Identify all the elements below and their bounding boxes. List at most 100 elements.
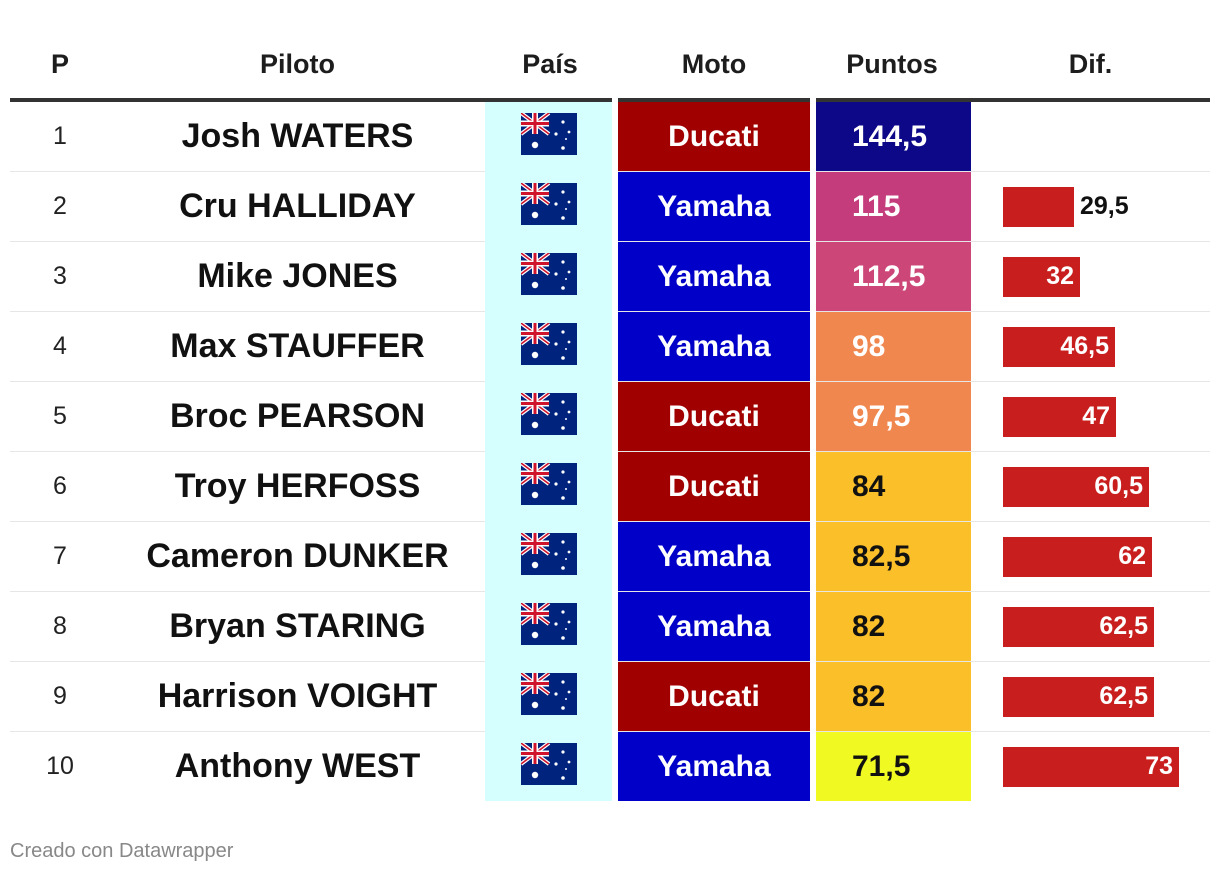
points-cell: 82 bbox=[813, 591, 971, 662]
points-cell: 84 bbox=[813, 451, 971, 522]
points-cell: 144,5 bbox=[813, 100, 971, 172]
gap-label: 62,5 bbox=[1099, 682, 1148, 710]
position-cell: 6 bbox=[10, 451, 110, 522]
bike-cell: Yamaha bbox=[612, 591, 816, 662]
table-row: 1 Josh WATERS Ducati 144,5 bbox=[10, 100, 1210, 172]
bike-cell: Ducati bbox=[612, 381, 816, 452]
australia-flag-icon bbox=[519, 671, 577, 720]
gap-bar-wrap: 32 bbox=[1003, 256, 1210, 297]
gap-bar: 46,5 bbox=[1003, 326, 1115, 367]
position-cell: 10 bbox=[46, 752, 74, 780]
points-cell: 97,5 bbox=[813, 381, 971, 452]
country-cell bbox=[485, 661, 615, 732]
rider-name-cell: Cameron DUNKER bbox=[110, 521, 485, 592]
col-header-country: País bbox=[485, 30, 615, 102]
table-row: 3 Mike JONES Yamaha 112,5 32 bbox=[10, 241, 1210, 312]
country-cell bbox=[485, 241, 615, 312]
position-cell: 4 bbox=[10, 311, 110, 382]
credit-footer: Creado con Datawrapper bbox=[10, 840, 234, 862]
col-header-gap: Dif. bbox=[971, 30, 1210, 102]
australia-flag-icon bbox=[519, 321, 577, 370]
gap-cell: 29,5 bbox=[971, 171, 1210, 242]
gap-cell: 46,5 bbox=[971, 311, 1210, 382]
bike-cell: Yamaha bbox=[612, 241, 816, 312]
gap-bar-wrap: 73 bbox=[1003, 746, 1210, 787]
gap-cell: 32 bbox=[971, 241, 1210, 312]
rider-name-cell: Harrison VOIGHT bbox=[110, 661, 485, 732]
rider-name-cell: Mike JONES bbox=[110, 241, 485, 312]
gap-bar bbox=[1003, 186, 1074, 227]
rider-name-cell: Anthony WEST bbox=[174, 747, 421, 785]
points-cell: 98 bbox=[813, 311, 971, 382]
bike-cell: Yamaha bbox=[612, 171, 816, 242]
country-cell bbox=[485, 731, 615, 801]
australia-flag-icon bbox=[519, 181, 577, 230]
rider-name-cell: Broc PEARSON bbox=[110, 381, 485, 452]
gap-bar: 73 bbox=[1003, 746, 1179, 787]
table-row: 4 Max STAUFFER Yamaha 98 46,5 bbox=[10, 311, 1210, 382]
position-cell: 7 bbox=[10, 521, 110, 592]
australia-flag-icon bbox=[519, 741, 577, 790]
rider-name-cell: Bryan STARING bbox=[110, 591, 485, 662]
australia-flag-icon bbox=[519, 251, 577, 300]
country-cell bbox=[485, 100, 615, 172]
points-cell: 82,5 bbox=[813, 521, 971, 592]
position-cell: 1 bbox=[10, 100, 110, 172]
col-header-points: Puntos bbox=[813, 30, 971, 102]
gap-bar-wrap: 60,5 bbox=[1003, 466, 1210, 507]
table-row: 10 Anthony WEST Yamaha 71,5 73 bbox=[10, 731, 1210, 801]
position-cell: 2 bbox=[10, 171, 110, 242]
gap-bar-wrap: 47 bbox=[1003, 396, 1210, 437]
australia-flag-icon bbox=[519, 111, 577, 160]
australia-flag-icon bbox=[519, 391, 577, 440]
header-row: P Piloto País Moto Puntos Dif. bbox=[10, 30, 1210, 102]
gap-bar: 60,5 bbox=[1003, 466, 1149, 507]
rider-name-cell: Josh WATERS bbox=[110, 100, 485, 172]
gap-label: 62,5 bbox=[1099, 612, 1148, 640]
col-header-position: P bbox=[10, 30, 110, 102]
gap-label: 47 bbox=[1082, 402, 1110, 430]
gap-label: 29,5 bbox=[1080, 192, 1129, 220]
col-header-rider: Piloto bbox=[110, 30, 485, 102]
rider-name-cell: Max STAUFFER bbox=[110, 311, 485, 382]
gap-bar: 62,5 bbox=[1003, 606, 1154, 647]
points-cell: 115 bbox=[813, 171, 971, 242]
gap-cell: 62,5 bbox=[971, 591, 1210, 662]
bike-cell: Yamaha bbox=[612, 731, 816, 801]
gap-label: 32 bbox=[1046, 262, 1074, 290]
gap-bar-wrap: 62,5 bbox=[1003, 676, 1210, 717]
position-cell: 3 bbox=[10, 241, 110, 312]
bike-cell: Yamaha bbox=[612, 311, 816, 382]
country-cell bbox=[485, 171, 615, 242]
australia-flag-icon bbox=[519, 601, 577, 650]
table-row: 7 Cameron DUNKER Yamaha 82,5 62 bbox=[10, 521, 1210, 592]
gap-label: 73 bbox=[1145, 752, 1173, 780]
gap-cell: 47 bbox=[971, 381, 1210, 452]
bike-cell: Yamaha bbox=[612, 521, 816, 592]
gap-cell: 62,5 bbox=[971, 661, 1210, 732]
points-cell: 71,5 bbox=[813, 731, 971, 801]
country-cell bbox=[485, 521, 615, 592]
standings-table: P Piloto País Moto Puntos Dif. 1 Josh WAT… bbox=[10, 30, 1210, 801]
australia-flag-icon bbox=[519, 531, 577, 580]
position-cell: 5 bbox=[10, 381, 110, 452]
col-header-bike: Moto bbox=[615, 30, 813, 102]
rider-name-cell: Cru HALLIDAY bbox=[110, 171, 485, 242]
bike-cell: Ducati bbox=[612, 661, 816, 732]
gap-label: 62 bbox=[1118, 542, 1146, 570]
gap-cell: 62 bbox=[971, 521, 1210, 592]
gap-bar: 62 bbox=[1003, 536, 1152, 577]
country-cell bbox=[485, 381, 615, 452]
gap-cell: 60,5 bbox=[971, 451, 1210, 522]
gap-cell bbox=[971, 100, 1210, 172]
gap-bar-wrap: 46,5 bbox=[1003, 326, 1210, 367]
gap-label: 46,5 bbox=[1060, 332, 1109, 360]
table-row: 5 Broc PEARSON Ducati 97,5 47 bbox=[10, 381, 1210, 452]
gap-bar-wrap: 62,5 bbox=[1003, 606, 1210, 647]
gap-bar: 47 bbox=[1003, 396, 1116, 437]
points-cell: 82 bbox=[813, 661, 971, 732]
table-row: 9 Harrison VOIGHT Ducati 82 62,5 bbox=[10, 661, 1210, 732]
country-cell bbox=[485, 591, 615, 662]
gap-label: 60,5 bbox=[1094, 472, 1143, 500]
position-cell: 9 bbox=[10, 661, 110, 732]
